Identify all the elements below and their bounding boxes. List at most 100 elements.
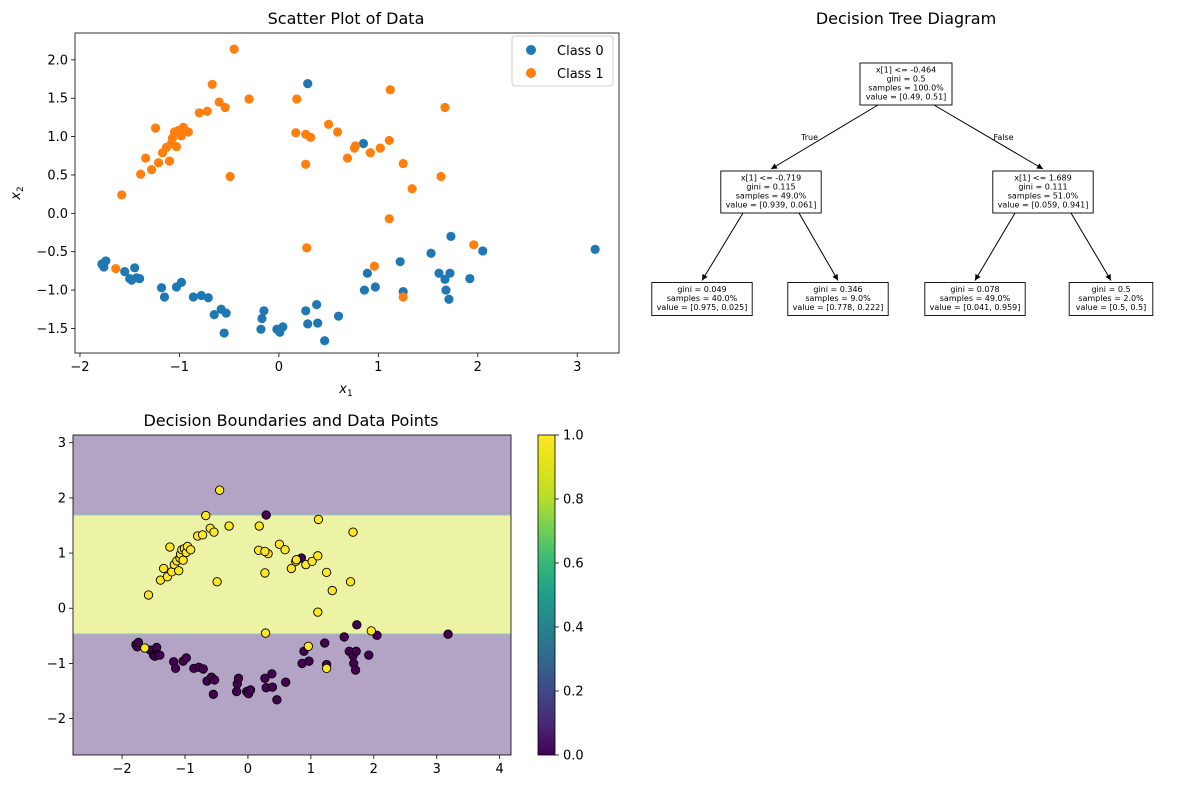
data-point-class-0 — [446, 231, 456, 241]
x-tick-label: −2 — [113, 762, 132, 777]
data-point-class-1 — [345, 577, 356, 587]
colorbar-tick-label: 0.4 — [563, 621, 584, 636]
data-point-class-1 — [194, 108, 204, 118]
data-point-class-1 — [348, 527, 358, 537]
data-point-class-1 — [291, 555, 302, 565]
tree-node-box — [651, 282, 753, 316]
data-point-class-0 — [465, 273, 475, 284]
data-point-class-1 — [153, 158, 164, 168]
x-tick-label: 0 — [275, 360, 283, 375]
tree-node-box — [859, 62, 953, 106]
data-point-class-1 — [366, 626, 376, 636]
axes: −2 −1 0 1 2 3 4 −2 −1 0 1 2 3 — [47, 434, 512, 777]
data-point-class-1 — [174, 566, 184, 576]
data-point-class-0 — [395, 257, 405, 267]
data-point-class-1 — [440, 102, 450, 113]
tree-node-text: samples = 49.0% — [736, 192, 807, 201]
data-point-class-0 — [350, 665, 361, 675]
y-tick-label: −1 — [47, 657, 66, 672]
tree-node-box — [1068, 282, 1154, 316]
data-point-class-1 — [143, 590, 154, 600]
data-point-class-1 — [307, 556, 317, 566]
x-tick-label: 4 — [496, 762, 504, 777]
tree-node-box — [787, 282, 889, 316]
data-point-class-0 — [130, 263, 140, 273]
data-point-class-0 — [221, 308, 231, 318]
data-point-class-0 — [444, 294, 454, 304]
y-tick-label: 2.0 — [47, 53, 68, 68]
tree-node-text: value = [0.975, 0.025] — [657, 303, 748, 312]
data-point-class-0 — [267, 669, 277, 679]
data-point-class-1 — [117, 190, 127, 200]
tree-edge-label: True — [800, 133, 818, 142]
data-point-class-1 — [375, 143, 385, 153]
data-point-class-0 — [339, 632, 349, 642]
data-point-class-0 — [304, 656, 314, 666]
data-point-class-1 — [369, 261, 379, 271]
data-point-class-1 — [332, 127, 343, 137]
data-point-class-0 — [257, 313, 267, 324]
data-point-class-1 — [229, 44, 239, 54]
data-point-class-0 — [426, 248, 436, 258]
y-tick-label: 3 — [58, 436, 66, 451]
data-point-class-0 — [303, 79, 313, 89]
data-point-class-0 — [303, 319, 313, 329]
data-point-class-0 — [256, 324, 266, 334]
data-point-class-1 — [150, 123, 161, 133]
x-tick-label: −1 — [170, 360, 189, 375]
y-tick-label: 1 — [58, 547, 66, 562]
data-point-class-1 — [254, 521, 264, 531]
x-tick-label: 3 — [433, 762, 441, 777]
y-axis-label: x2 — [9, 186, 26, 200]
tree-node-text: samples = 49.0% — [940, 294, 1011, 303]
tree-node-text: gini = 0.111 — [1018, 183, 1067, 192]
data-point-class-0 — [320, 336, 330, 346]
scatter-plot-panel: Scatter Plot of Data −2 −1 0 1 2 3 −1.5 −1.0 −0.… — [9, 9, 620, 399]
legend-frame — [511, 35, 614, 87]
tree-node-text: value = [0.041, 0.959] — [930, 303, 1021, 312]
tree-node-box — [992, 170, 1094, 214]
tree-node-text: gini = 0.5 — [886, 75, 925, 84]
data-point-class-1 — [220, 102, 230, 113]
y-tick-label: 0 — [58, 602, 66, 617]
data-point-class-0 — [245, 685, 256, 695]
y-tick-label: 2 — [58, 491, 66, 506]
data-point-class-1 — [342, 153, 353, 163]
x-tick-label: 3 — [573, 360, 581, 375]
data-point-class-0 — [478, 246, 488, 256]
data-point-class-0 — [358, 138, 369, 149]
data-point-class-0 — [233, 673, 244, 683]
data-point-class-0 — [259, 306, 269, 316]
tree-node-text: samples = 9.0% — [805, 294, 871, 303]
legend-marker-class-1 — [526, 68, 536, 78]
data-point-class-1 — [302, 243, 312, 253]
legend-entry-class-0: Class 0 — [557, 44, 604, 59]
tree-node-text: samples = 40.0% — [667, 294, 738, 303]
data-point-class-1 — [407, 184, 417, 194]
data-point-class-0 — [364, 650, 374, 660]
data-point-class-1 — [398, 292, 408, 302]
data-point-class-0 — [281, 677, 291, 687]
data-point-class-0 — [155, 650, 165, 660]
data-point-class-1 — [274, 539, 285, 549]
data-point-class-1 — [280, 545, 290, 555]
data-point-class-1 — [385, 85, 395, 95]
colorbar-tick-label: 0.8 — [563, 493, 584, 508]
data-point-class-0 — [320, 638, 330, 648]
data-point-class-0 — [231, 686, 242, 697]
data-point-class-0 — [159, 292, 170, 302]
data-point-class-1 — [436, 171, 446, 182]
data-point-class-0 — [443, 629, 453, 639]
data-point-class-1 — [260, 628, 271, 638]
data-point-class-1 — [324, 119, 334, 129]
tree-edge — [974, 212, 1016, 281]
data-point-class-1 — [214, 97, 224, 107]
data-point-class-1 — [201, 510, 211, 521]
x-tick-label: 1 — [307, 762, 315, 777]
data-point-class-0 — [333, 311, 344, 321]
data-point-class-1 — [313, 607, 323, 617]
data-point-class-1 — [197, 530, 208, 540]
